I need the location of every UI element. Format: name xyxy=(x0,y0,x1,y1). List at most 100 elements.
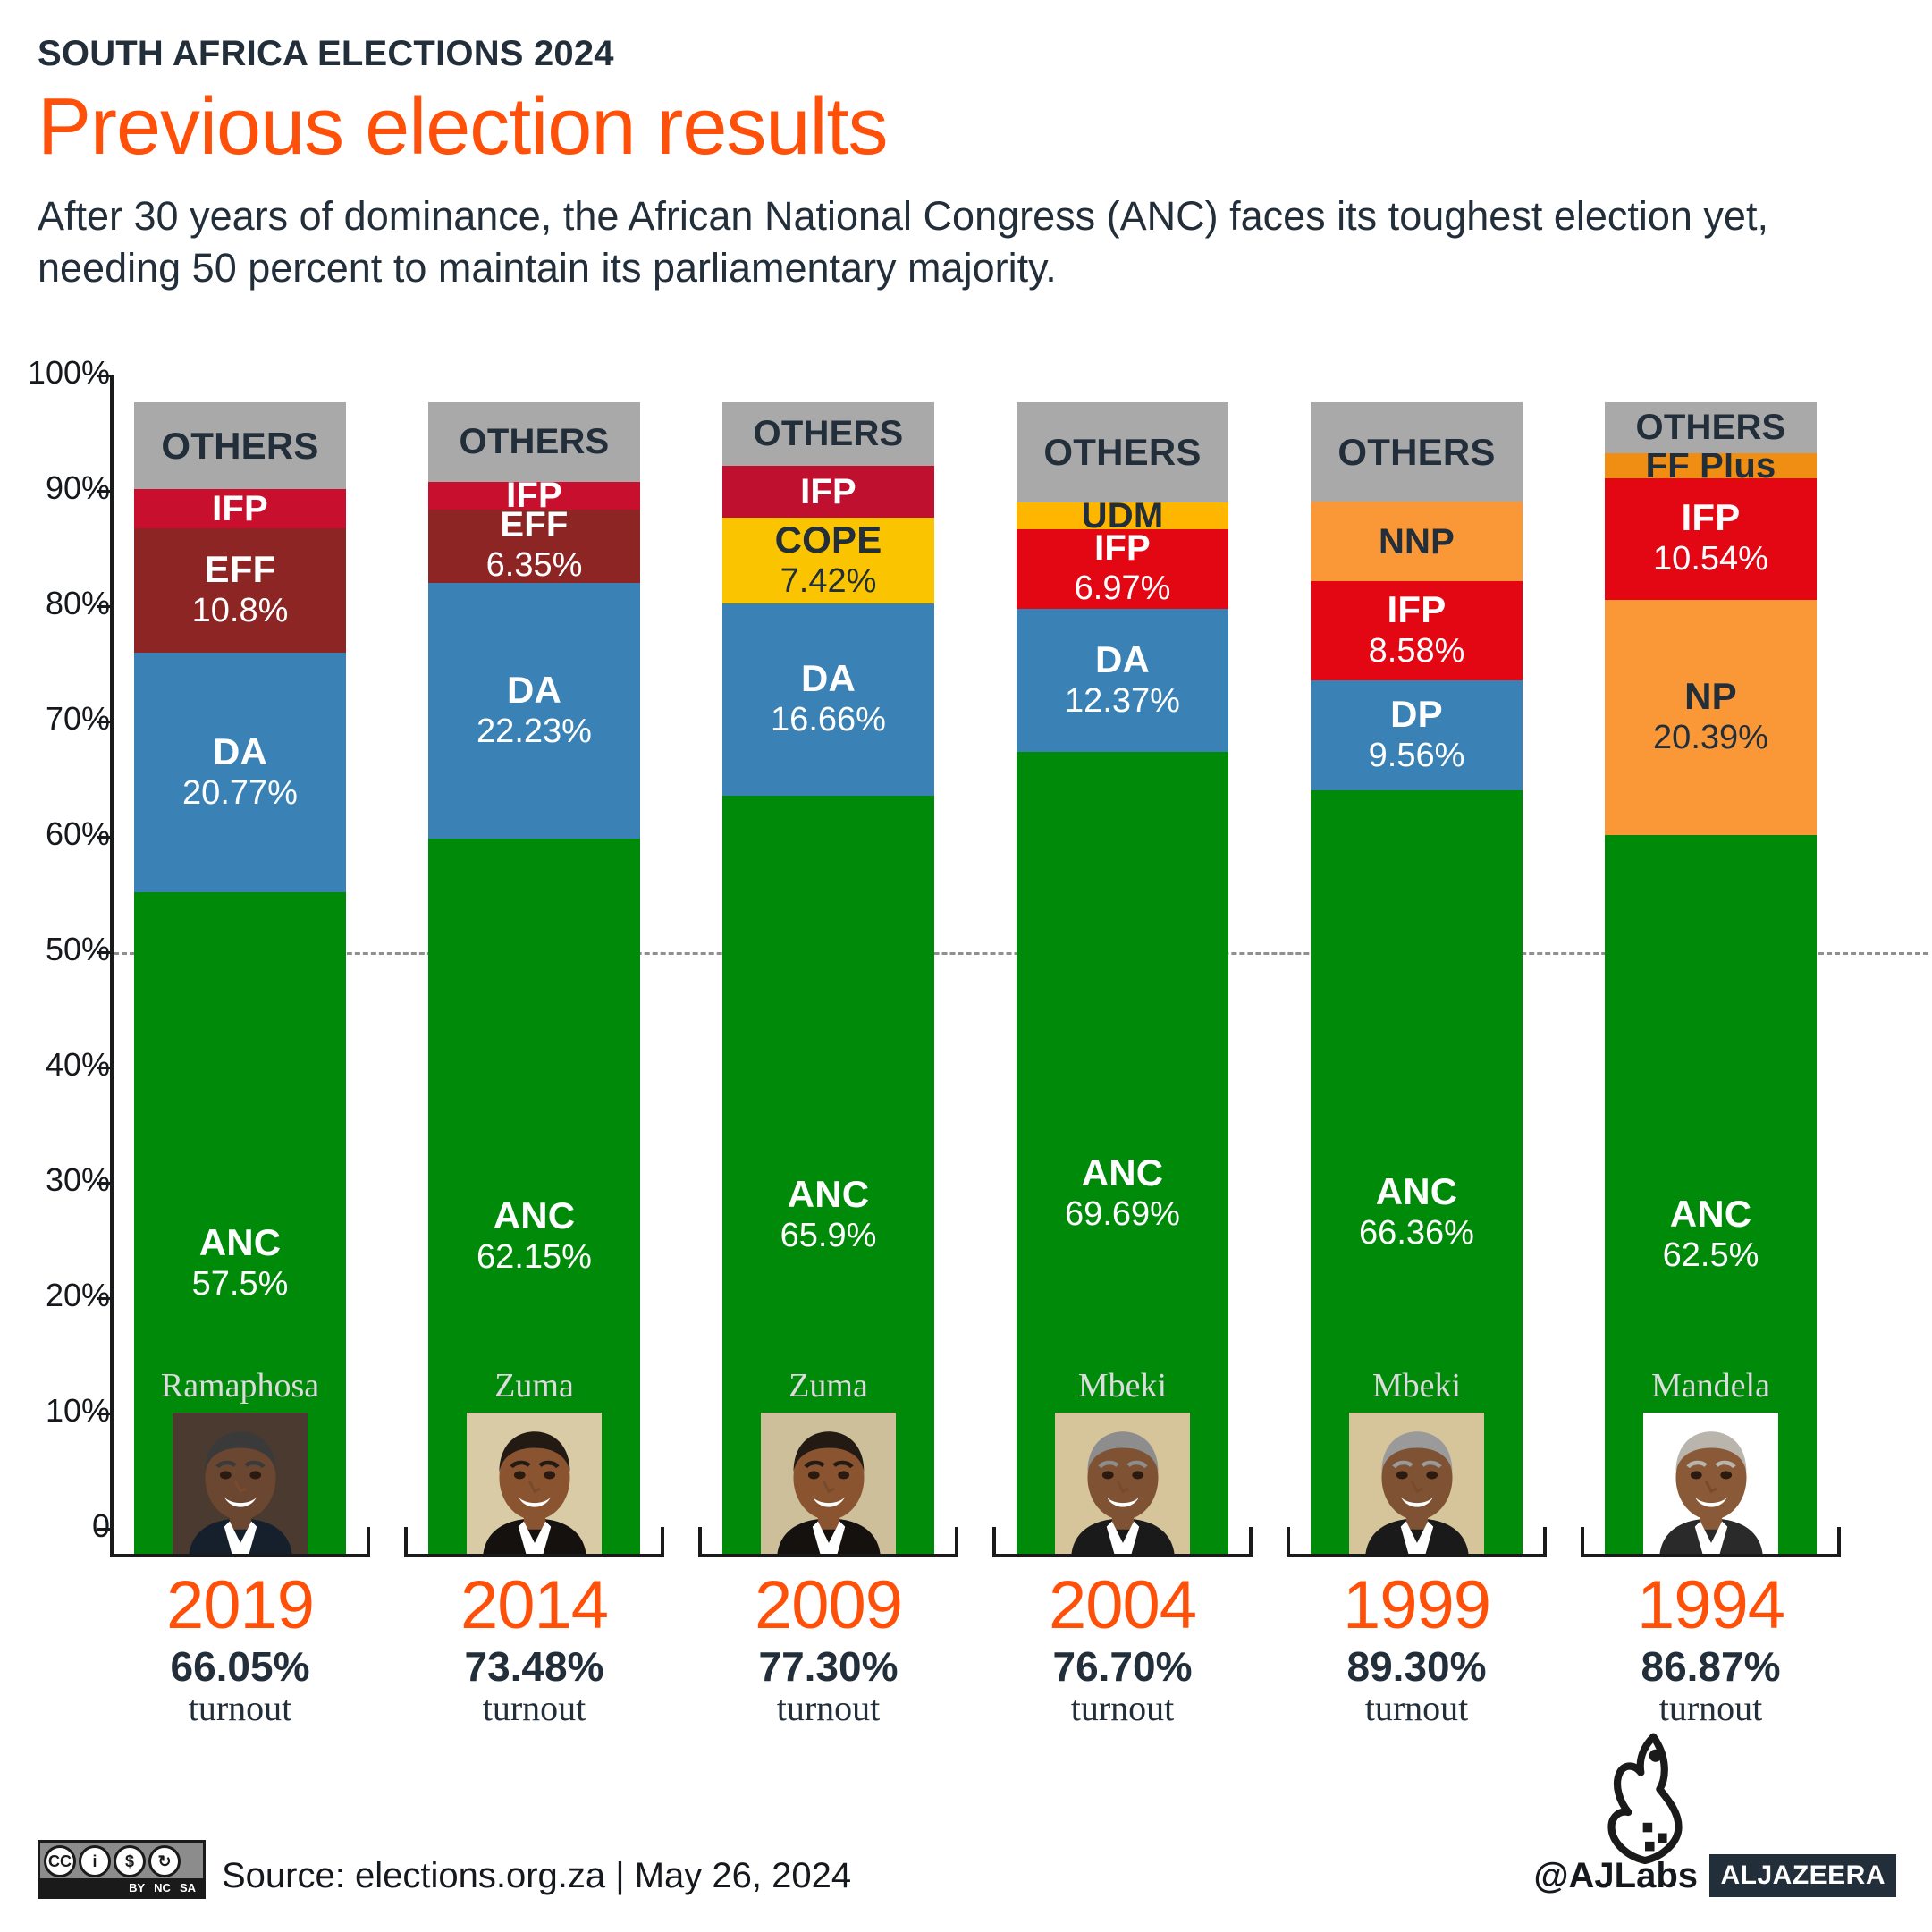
cc-label-nc: NC xyxy=(154,1880,171,1894)
segment-value: 7.42% xyxy=(780,561,877,600)
bar-segment-2019-IFP[interactable]: IFP xyxy=(134,489,346,529)
bar-segment-2019-DA[interactable]: DA 20.77% xyxy=(134,653,346,893)
bar-segment-1999-OTHERS[interactable]: OTHERS xyxy=(1311,402,1523,502)
bar-segment-2014-IFP[interactable]: IFP xyxy=(428,477,640,513)
turnout-word: turnout xyxy=(1658,1688,1763,1729)
x-axis-bracket-1994 xyxy=(1581,1527,1841,1557)
bar-segment-2009-ANC[interactable]: ANC 65.9% Zuma xyxy=(722,795,934,1556)
bar-segment-1999-IFP[interactable]: IFP 8.58% xyxy=(1311,580,1523,680)
turnout-percentage: 77.30% xyxy=(758,1643,899,1690)
y-tick-label: 60% xyxy=(45,815,110,852)
segment-value: 6.35% xyxy=(485,546,583,585)
bar-column-2019[interactable]: ANC 57.5% Ramaphosa DA 20.77% EFF 10.8% IFP OTH… xyxy=(134,402,346,1556)
y-tick-mark xyxy=(97,375,114,377)
year-turnout-block-1999: 1999 89.30% turnout xyxy=(1274,1572,1560,1727)
segment-value: 10.8% xyxy=(191,592,289,630)
bar-segment-2019-OTHERS[interactable]: OTHERS xyxy=(134,402,346,490)
bar-segment-1994-NP[interactable]: NP 20.39% xyxy=(1605,599,1817,835)
y-tick-mark xyxy=(97,721,114,723)
year-label: 2019 xyxy=(165,1567,315,1643)
segment-party-name: NP xyxy=(1684,674,1737,717)
y-tick-label: 10% xyxy=(45,1392,110,1429)
president-portrait xyxy=(1642,1413,1779,1556)
president-name-label: Mbeki xyxy=(1077,1367,1168,1405)
creative-commons-badge: CC i $ ↻ BY NC SA xyxy=(38,1840,206,1899)
aljazeera-wordmark: ALJAZEERA xyxy=(1709,1854,1896,1897)
sharealike-icon: ↻ xyxy=(148,1845,181,1877)
segment-party-name: ANC xyxy=(198,1221,282,1264)
bar-segment-2009-DA[interactable]: DA 16.66% xyxy=(722,603,934,796)
bar-column-2004[interactable]: ANC 69.69% Mbeki DA 12.37% IFP 6.97% UDM OTHERS xyxy=(1017,402,1228,1556)
bar-segment-2009-COPE[interactable]: COPE 7.42% xyxy=(722,518,934,603)
president-portrait xyxy=(1348,1413,1485,1556)
president-photo xyxy=(1054,1413,1191,1556)
bar-segment-2004-IFP[interactable]: IFP 6.97% xyxy=(1017,528,1228,610)
bar-column-1994[interactable]: ANC 62.5% Mandela NP 20.39% IFP 10.54% FF Plus… xyxy=(1605,402,1817,1556)
bar-segment-1994-IFP[interactable]: IFP 10.54% xyxy=(1605,477,1817,600)
cc-label-by: BY xyxy=(129,1880,146,1894)
segment-value: 69.69% xyxy=(1065,1194,1180,1233)
segment-party-name: DA xyxy=(506,668,562,711)
y-tick-mark xyxy=(97,1182,114,1185)
bar-segment-1999-DP[interactable]: DP 9.56% xyxy=(1311,679,1523,790)
y-tick-mark xyxy=(97,951,114,954)
bar-segment-2004-OTHERS[interactable]: OTHERS xyxy=(1017,402,1228,503)
segment-party-name: IFP xyxy=(1387,588,1447,631)
year-label: 1999 xyxy=(1342,1567,1491,1643)
bar-column-2009[interactable]: ANC 65.9% Zuma DA 16.66% COPE 7.42% IFP OTHERS xyxy=(722,402,934,1556)
turnout-percentage: 86.87% xyxy=(1641,1643,1781,1690)
bar-column-1999[interactable]: ANC 66.36% Mbeki DP 9.56% IFP 8.58% NNP OTHERS xyxy=(1311,402,1523,1556)
y-tick-label: 70% xyxy=(45,700,110,737)
segment-value: 20.77% xyxy=(182,774,298,813)
header: SOUTH AFRICA ELECTIONS 2024 Previous ele… xyxy=(38,34,1897,293)
bar-segment-2019-ANC[interactable]: ANC 57.5% Ramaphosa xyxy=(134,892,346,1556)
anc-label-group: ANC 69.69% xyxy=(1017,1153,1228,1234)
bar-segment-1994-ANC[interactable]: ANC 62.5% Mandela xyxy=(1605,834,1817,1556)
segment-party-name: OTHERS xyxy=(1337,430,1496,473)
anc-label-group: ANC 62.15% xyxy=(428,1197,640,1277)
segment-value: 62.15% xyxy=(477,1238,592,1277)
bar-segment-2004-DA[interactable]: DA 12.37% xyxy=(1017,609,1228,752)
bar-column-2014[interactable]: ANC 62.15% Zuma DA 22.23% EFF 6.35% IFP OTHERS xyxy=(428,402,640,1556)
footer: CC i $ ↻ BY NC SA Source: elections.org.… xyxy=(0,1733,1932,1932)
bar-segment-1999-ANC[interactable]: ANC 66.36% Mbeki xyxy=(1311,789,1523,1556)
bar-segment-2009-OTHERS[interactable]: OTHERS xyxy=(722,402,934,466)
bar-segment-2009-IFP[interactable]: IFP xyxy=(722,465,934,519)
segment-party-name: OTHERS xyxy=(1043,431,1202,474)
bar-segment-2014-OTHERS[interactable]: OTHERS xyxy=(428,402,640,482)
segment-party-name: IFP xyxy=(1681,496,1741,539)
segment-party-name: UDM xyxy=(1081,495,1164,536)
turnout-percentage: 76.70% xyxy=(1052,1643,1193,1690)
bar-segment-2014-ANC[interactable]: ANC 62.15% Zuma xyxy=(428,839,640,1556)
y-tick-label: 40% xyxy=(45,1046,110,1083)
president-portrait xyxy=(466,1413,603,1556)
segment-party-name: NNP xyxy=(1378,521,1455,561)
bar-segment-2014-EFF[interactable]: EFF 6.35% xyxy=(428,507,640,585)
president-name-label: Mbeki xyxy=(1371,1367,1462,1405)
year-label: 2014 xyxy=(460,1567,609,1643)
president-portrait xyxy=(1054,1413,1191,1556)
segment-party-name: OTHERS xyxy=(459,422,610,462)
x-axis-bracket-2009 xyxy=(698,1527,958,1557)
turnout-percentage: 66.05% xyxy=(170,1643,310,1690)
bar-segment-1994-FF-Plus[interactable]: FF Plus xyxy=(1605,448,1817,484)
segment-party-name: ANC xyxy=(1669,1192,1752,1235)
y-tick-mark xyxy=(97,1067,114,1069)
segment-value: 16.66% xyxy=(771,701,886,739)
bar-segment-2004-UDM[interactable]: UDM xyxy=(1017,498,1228,534)
bar-segment-2019-EFF[interactable]: EFF 10.8% xyxy=(134,528,346,654)
anc-label-group: ANC 66.36% xyxy=(1311,1172,1523,1253)
y-tick-label: 0 xyxy=(91,1507,110,1544)
bar-segment-1999-NNP[interactable]: NNP xyxy=(1311,502,1523,581)
year-turnout-block-2019: 2019 66.05% turnout xyxy=(97,1572,384,1727)
segment-party-name: ANC xyxy=(493,1194,576,1237)
bar-segment-1994-OTHERS[interactable]: OTHERS xyxy=(1605,402,1817,453)
segment-party-name: ANC xyxy=(787,1172,870,1215)
segment-party-name: DP xyxy=(1390,693,1443,736)
bar-segment-2004-ANC[interactable]: ANC 69.69% Mbeki xyxy=(1017,752,1228,1556)
segment-value: 6.97% xyxy=(1074,569,1171,608)
y-tick-label: 100% xyxy=(27,354,110,391)
source-attribution: Source: elections.org.za | May 26, 2024 xyxy=(222,1856,852,1895)
bar-segment-2014-DA[interactable]: DA 22.23% xyxy=(428,582,640,839)
president-name-label: Mandela xyxy=(1651,1367,1770,1405)
